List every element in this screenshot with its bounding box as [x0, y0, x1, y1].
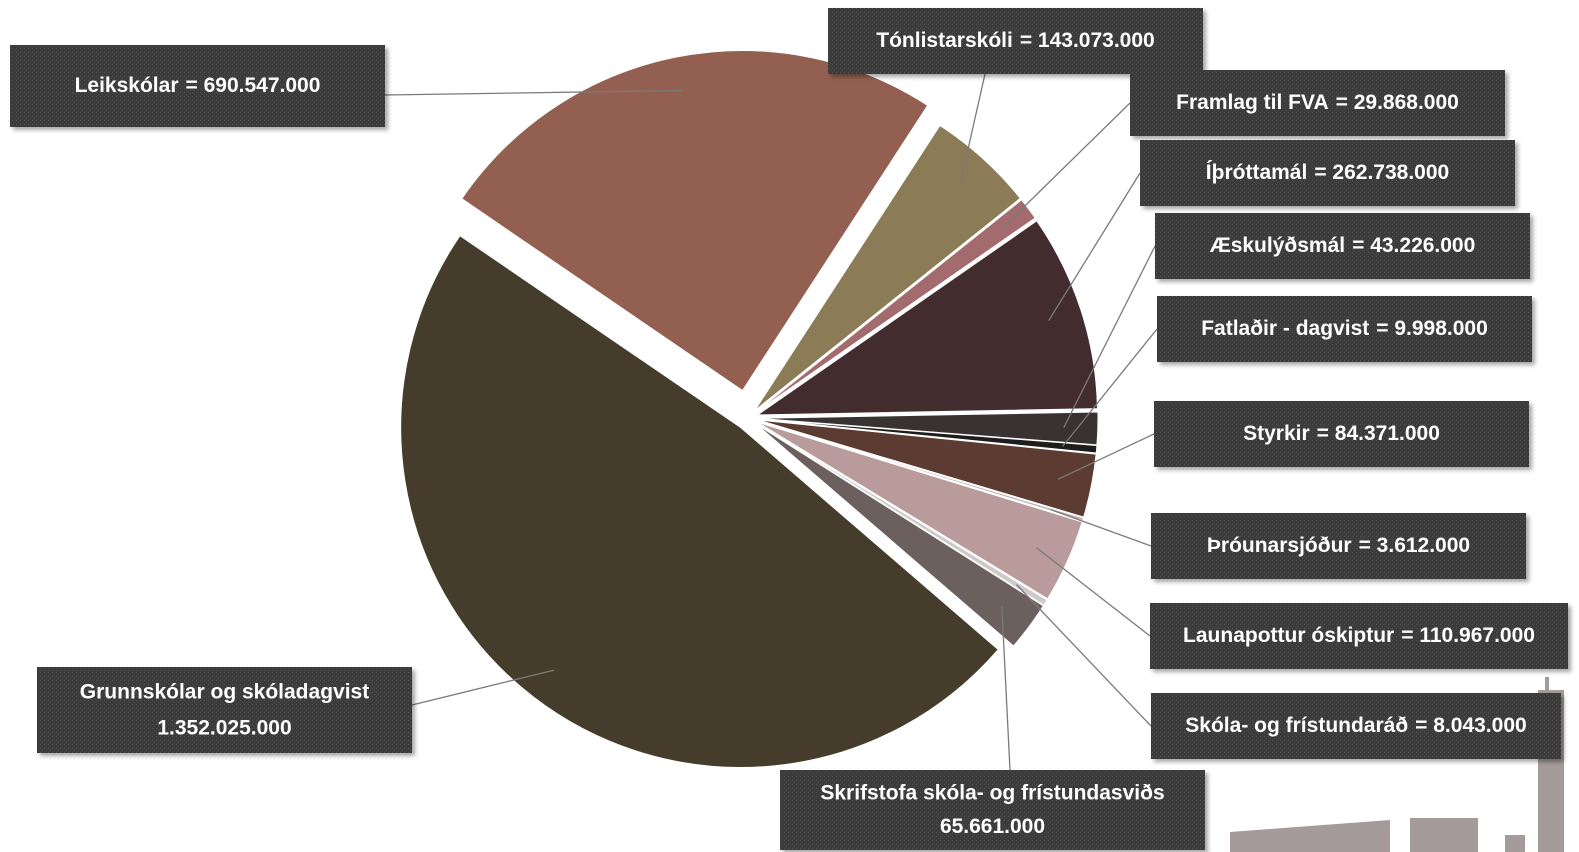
- pie-slice: [754, 124, 1022, 411]
- label-category: Þróunarsjóður: [1207, 534, 1352, 557]
- label: Tónlistarskóli = 143.073.000: [876, 29, 1154, 52]
- label-box: [1150, 603, 1568, 669]
- label-category: Æskulýðsmál: [1210, 234, 1345, 257]
- leader-line: [1048, 172, 1141, 322]
- label-value: = 84.371.000: [1317, 422, 1440, 445]
- label: Launapottur óskiptur = 110.967.000: [1183, 624, 1535, 647]
- label-value: = 143.073.000: [1020, 29, 1155, 52]
- labels: Tónlistarskóli = 143.073.000 Framlag til F…: [10, 8, 1568, 850]
- leader-line: [1050, 508, 1152, 547]
- label: Þróunarsjóður = 3.612.000: [1207, 534, 1470, 557]
- pie: [400, 50, 1099, 768]
- label: Framlag til FVA = 29.868.000: [1176, 91, 1459, 114]
- label-box: [828, 8, 1203, 74]
- label-box: [780, 770, 1205, 850]
- label-value: = 8.043.000: [1415, 714, 1527, 737]
- label: Leikskólar = 690.547.000: [75, 74, 321, 97]
- label-category: Tónlistarskóli: [876, 29, 1013, 52]
- label-value: = 690.547.000: [186, 74, 321, 97]
- label: Skóla- og frístundaráð = 8.043.000: [1185, 714, 1526, 737]
- leader-line: [411, 669, 555, 706]
- label-category: Leikskólar: [75, 74, 179, 97]
- pie-slice: [461, 50, 929, 392]
- label-box: [37, 667, 412, 753]
- label-box: [10, 45, 385, 127]
- leader-lines: [384, 73, 1158, 771]
- label-category: Styrkir: [1243, 422, 1310, 445]
- pie-slice: [755, 220, 1098, 416]
- leader-line: [1062, 328, 1158, 447]
- label-box: [1151, 513, 1526, 579]
- leader-line: [1001, 606, 1011, 771]
- label-value: 1.352.025.000: [157, 716, 291, 739]
- label-value: 65.661.000: [940, 815, 1045, 838]
- label-value: = 262.738.000: [1314, 161, 1449, 184]
- label-value: = 29.868.000: [1336, 91, 1459, 114]
- pie-slice: [757, 419, 1097, 518]
- label-category: Skóla- og frístundaráð: [1185, 714, 1408, 737]
- label-box: [1130, 70, 1505, 136]
- pie-slice: [755, 199, 1036, 413]
- label-value: = 43.226.000: [1352, 234, 1475, 257]
- leader-line: [1057, 433, 1155, 480]
- pie-slice: [756, 421, 1083, 600]
- label-category: Launapottur óskiptur: [1183, 624, 1394, 647]
- pie-slice: [757, 418, 1098, 454]
- label-value: = 9.998.000: [1376, 317, 1488, 340]
- leader-line: [384, 89, 683, 96]
- label-value: = 3.612.000: [1359, 534, 1471, 557]
- label-category: Fatlaðir - dagvist: [1201, 317, 1369, 340]
- label-category: Grunnskólar og skóladagvist: [80, 680, 369, 703]
- leader-line: [1035, 546, 1151, 637]
- leader-line: [1063, 245, 1156, 428]
- label-box: [1157, 296, 1532, 362]
- label-box: [1155, 213, 1530, 279]
- label: Íþróttamál = 262.738.000: [1206, 161, 1449, 184]
- label-category: Framlag til FVA: [1176, 91, 1328, 114]
- pie-slice: [756, 422, 1048, 606]
- label-box: [1140, 140, 1515, 206]
- pie-slice: [755, 423, 1044, 647]
- leader-line: [959, 73, 986, 184]
- pie-slice: [757, 411, 1099, 446]
- label-category: Skrifstofa skóla- og frístundasviðs: [820, 782, 1164, 805]
- label: Æskulýðsmál = 43.226.000: [1210, 234, 1476, 257]
- leader-line: [1000, 102, 1131, 230]
- pie-slice: [400, 234, 999, 768]
- label: Fatlaðir - dagvist = 9.998.000: [1201, 317, 1488, 340]
- label-box: [1151, 693, 1561, 759]
- label-category: Íþróttamál: [1206, 161, 1308, 184]
- leader-line: [1016, 584, 1152, 727]
- label-value: = 110.967.000: [1401, 624, 1535, 647]
- label-box: [1154, 401, 1529, 467]
- label: Styrkir = 84.371.000: [1243, 422, 1440, 445]
